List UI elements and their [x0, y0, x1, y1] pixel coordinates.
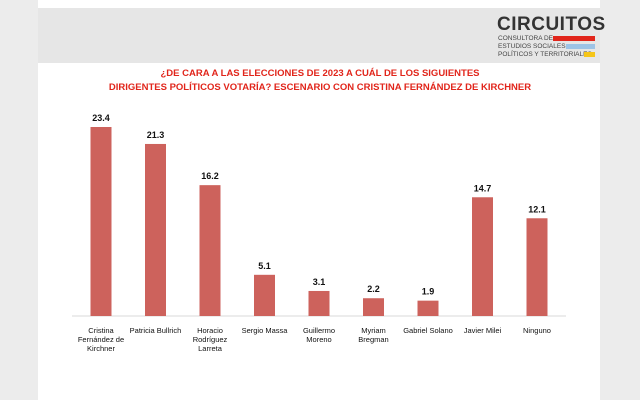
value-label: 23.4 — [92, 113, 110, 123]
bar — [145, 143, 166, 316]
bar — [363, 298, 384, 316]
chart-title: DIRIGENTES POLÍTICOS VOTARÍA? ESCENARIO … — [109, 82, 531, 93]
value-label: 21.3 — [147, 130, 165, 140]
category-label: Gabriel Solano — [403, 326, 453, 335]
category-label: Ninguno — [523, 326, 551, 335]
logo-bar — [553, 36, 595, 41]
category-label: Cristina Fernández de Kirchner — [77, 326, 125, 353]
value-label: 2.2 — [367, 284, 380, 294]
bar — [417, 300, 439, 316]
value-label: 3.1 — [313, 277, 326, 287]
bar — [254, 274, 275, 316]
category-label: Guillermo Moreno — [302, 326, 336, 344]
tagline: POLÍTICOS Y TERRITORIALES — [498, 51, 592, 58]
bar — [472, 197, 493, 316]
category-label: Sergio Massa — [241, 326, 288, 335]
slide — [38, 0, 600, 400]
value-label: 5.1 — [258, 261, 271, 271]
logo-bar — [584, 52, 595, 57]
value-label: 1.9 — [422, 287, 435, 297]
header-band — [38, 8, 600, 63]
category-label: Horacio Rodríguez Larreta — [192, 326, 228, 353]
logo: CIRCUITOS — [497, 14, 606, 35]
category-label: Patricia Bullrich — [129, 326, 182, 335]
category-label: Myriam Bregman — [358, 326, 389, 344]
category-label: Javier Milei — [463, 326, 502, 335]
value-label: 14.7 — [474, 183, 492, 193]
value-label: 12.1 — [528, 204, 546, 214]
bar — [308, 290, 330, 316]
tagline: CONSULTORA DE — [498, 35, 554, 42]
tagline: ESTUDIOS SOCIALES, — [498, 43, 568, 50]
bar — [526, 218, 548, 316]
bar — [199, 185, 221, 316]
value-label: 16.2 — [201, 171, 219, 181]
logo-bar — [566, 44, 595, 49]
chart-title: ¿DE CARA A LAS ELECCIONES DE 2023 A CUÁL… — [160, 68, 479, 79]
bar — [90, 127, 112, 316]
